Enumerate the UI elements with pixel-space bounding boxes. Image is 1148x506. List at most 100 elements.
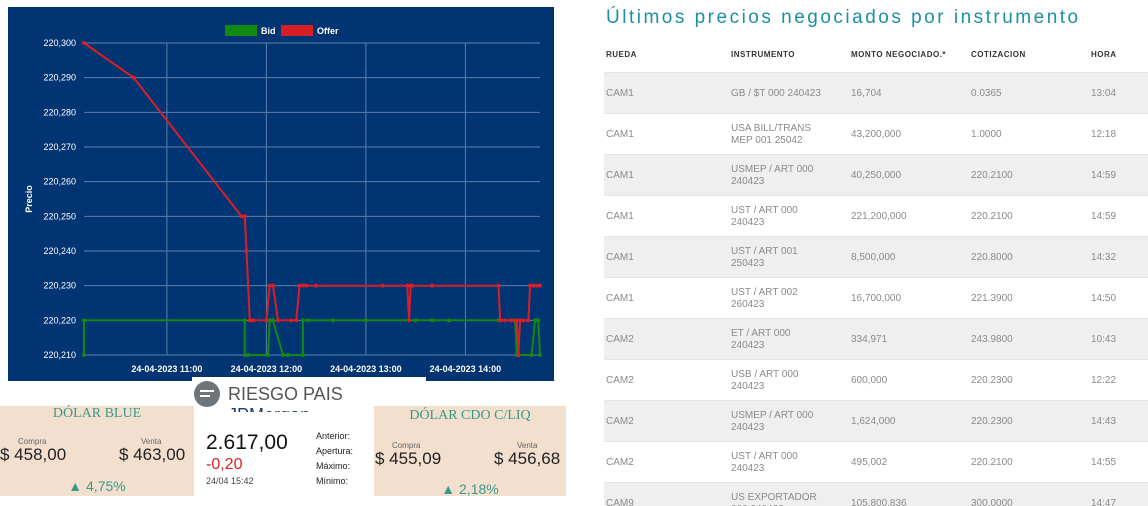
cell-hora: 14:43 — [1091, 416, 1116, 428]
cell-hora: 14:47 — [1091, 498, 1116, 506]
cell-rueda-line: CAM1 — [606, 251, 634, 263]
cell-cotizacion-line: 220.2100 — [971, 456, 1013, 468]
cell-rueda-line: CAM1 — [606, 87, 634, 99]
dolar-blue-widget[interactable]: DÓLAR BLUE Compra $ 458,00 Venta $ 463,0… — [0, 406, 194, 496]
cell-monto-line: 16,704 — [851, 87, 882, 99]
data-point-offer — [521, 318, 526, 323]
cell-monto: 600,000 — [851, 375, 887, 387]
cell-instrumento-line: USA BILL/TRANS — [731, 122, 812, 134]
table-row[interactable]: CAM2 UST / ART 000 240423 495,002 220.2100 14… — [604, 441, 1148, 482]
cell-monto-line: 105,800,836 — [851, 497, 907, 506]
cell-rueda-line: CAM1 — [606, 292, 634, 304]
cell-cotizacion: 0.0365 — [971, 88, 1002, 100]
cell-instrumento: UST / ART 002 260423 — [731, 287, 798, 311]
data-point-offer — [297, 283, 302, 288]
data-point-offer — [242, 214, 247, 219]
header-cotizacion[interactable]: COTIZACION — [971, 50, 1026, 59]
data-point-offer — [271, 283, 276, 288]
riesgo-pais-header[interactable]: RIESGO PAIS JPMorgan — [192, 377, 426, 425]
table-row[interactable]: CAM1 USA BILL/TRANS MEP 001 25042 43,200,00… — [604, 113, 1148, 154]
cell-cotizacion: 243.9800 — [971, 334, 1013, 346]
venta-label: Venta — [517, 441, 538, 450]
cell-hora: 13:04 — [1091, 88, 1116, 100]
cell-cotizacion-line: 221.3900 — [971, 292, 1013, 304]
table-row[interactable]: CAM1 UST / ART 001 250423 8,500,000 220.8000… — [604, 236, 1148, 277]
cell-rueda-line: CAM2 — [606, 374, 634, 386]
table-row[interactable]: CAM9 US EXPORTADOR000 240423 105,800,836 30… — [604, 482, 1148, 506]
data-point-bid — [430, 318, 435, 323]
data-point-offer — [407, 318, 412, 323]
legend-label-offer: Offer — [317, 26, 339, 36]
header-hora[interactable]: HORA — [1091, 50, 1117, 59]
cell-hora-line: 14:47 — [1091, 497, 1117, 506]
data-point-offer — [239, 214, 244, 219]
cell-instrumento-line: UST / ART 002 — [731, 286, 798, 298]
data-point-offer — [294, 318, 299, 323]
y-tick-label: 220,220 — [43, 315, 76, 325]
dolar-blue-change: ▲ 4,75% — [68, 478, 126, 494]
legend-swatch-bid — [225, 25, 257, 36]
cell-hora-line: 14:59 — [1091, 169, 1117, 181]
header-instrumento[interactable]: INSTRUMENTO — [731, 50, 796, 59]
x-tick-label: 24-04-2023 13:00 — [330, 364, 402, 374]
cell-monto-line: 40,250,000 — [851, 169, 902, 181]
x-tick-label: 24-04-2023 11:00 — [131, 364, 202, 374]
cell-hora-line: 14:50 — [1091, 292, 1117, 304]
header-rueda[interactable]: RUEDA — [606, 50, 637, 59]
cell-hora: 14:55 — [1091, 457, 1116, 469]
table-row[interactable]: CAM1 UST / ART 002 260423 16,700,000 221.390… — [604, 277, 1148, 318]
cell-cotizacion-line: 1.0000 — [971, 128, 1002, 140]
data-point-bid — [285, 353, 290, 357]
x-tick-label: 24-04-2023 14:00 — [430, 364, 502, 374]
cell-instrumento-line: 000 240423 — [731, 504, 817, 506]
cell-cotizacion: 220.8000 — [971, 252, 1013, 264]
data-point-offer — [528, 283, 533, 288]
cell-instrumento: UST / ART 000 240423 — [731, 451, 798, 475]
cell-rueda: CAM1 — [606, 293, 634, 305]
cell-monto-line: 600,000 — [851, 374, 888, 386]
cell-rueda: CAM1 — [606, 170, 634, 182]
header-monto[interactable]: MONTO NEGOCIADO.* — [851, 50, 947, 59]
data-point-offer — [82, 41, 86, 45]
cell-rueda: CAM2 — [606, 457, 634, 469]
table-row[interactable]: CAM2 USMEP / ART 000 240423 1,624,000 220.23… — [604, 400, 1148, 441]
cell-cotizacion-line: 220.2300 — [971, 415, 1013, 427]
cell-cotizacion: 220.2100 — [971, 170, 1013, 182]
y-tick-label: 220,250 — [43, 211, 76, 221]
cell-monto-line: 8,500,000 — [851, 251, 896, 263]
data-point-offer — [430, 283, 435, 288]
cell-cotizacion-line: 220.2100 — [971, 210, 1013, 222]
compra-label: Compra — [392, 441, 421, 450]
x-tick-label: 24-04-2023 12:00 — [231, 364, 303, 374]
table-row[interactable]: CAM1 UST / ART 000 240423 221,200,000 220.21… — [604, 195, 1148, 236]
data-point-offer — [267, 283, 272, 288]
dolar-cdo-change: ▲ 2,18% — [441, 481, 499, 497]
data-point-bid — [242, 353, 247, 357]
cell-monto-line: 16,700,000 — [851, 292, 902, 304]
price-chart-svg: 220,300 220,290 220,280 220,270 220,260 220,2… — [24, 25, 542, 374]
table-row[interactable]: CAM2 USB / ART 000 240423 600,000 220.2300 12… — [604, 359, 1148, 400]
cell-rueda-line: CAM2 — [606, 333, 634, 345]
cell-rueda-line: CAM9 — [606, 497, 634, 506]
cell-monto: 43,200,000 — [851, 129, 901, 141]
cell-instrumento-line: ET / ART 000 — [731, 327, 791, 339]
table-row[interactable]: CAM2 ET / ART 000 240423 334,971 243.9800 10:… — [604, 318, 1148, 359]
data-point-bid — [300, 353, 305, 357]
cell-rueda: CAM2 — [606, 334, 634, 346]
table-row[interactable]: CAM1 GB / $T 000 240423 16,704 0.0365 13:04 — [604, 72, 1148, 113]
data-point-offer — [244, 249, 249, 253]
cell-monto-line: 221,200,000 — [851, 210, 907, 222]
dolar-cdo-widget[interactable]: DÓLAR CDO C/LIQ Compra $ 455,09 Venta $ … — [374, 406, 566, 497]
cell-rueda: CAM1 — [606, 88, 634, 100]
menu-lines-icon — [194, 381, 220, 407]
data-point-bid — [363, 318, 368, 323]
cell-instrumento: UST / ART 000 240423 — [731, 205, 798, 229]
cell-monto: 221,200,000 — [851, 211, 907, 223]
cell-hora-line: 10:43 — [1091, 333, 1117, 345]
dolar-cdo-title: DÓLAR CDO C/LIQ — [409, 408, 531, 423]
cell-cotizacion: 300.0000 — [971, 498, 1013, 506]
cell-instrumento: USMEP / ART 000 240423 — [731, 410, 813, 434]
data-point-bid — [246, 353, 251, 357]
table-row[interactable]: CAM1 USMEP / ART 000 240423 40,250,000 220.2… — [604, 154, 1148, 195]
cell-monto-line: 334,971 — [851, 333, 888, 345]
